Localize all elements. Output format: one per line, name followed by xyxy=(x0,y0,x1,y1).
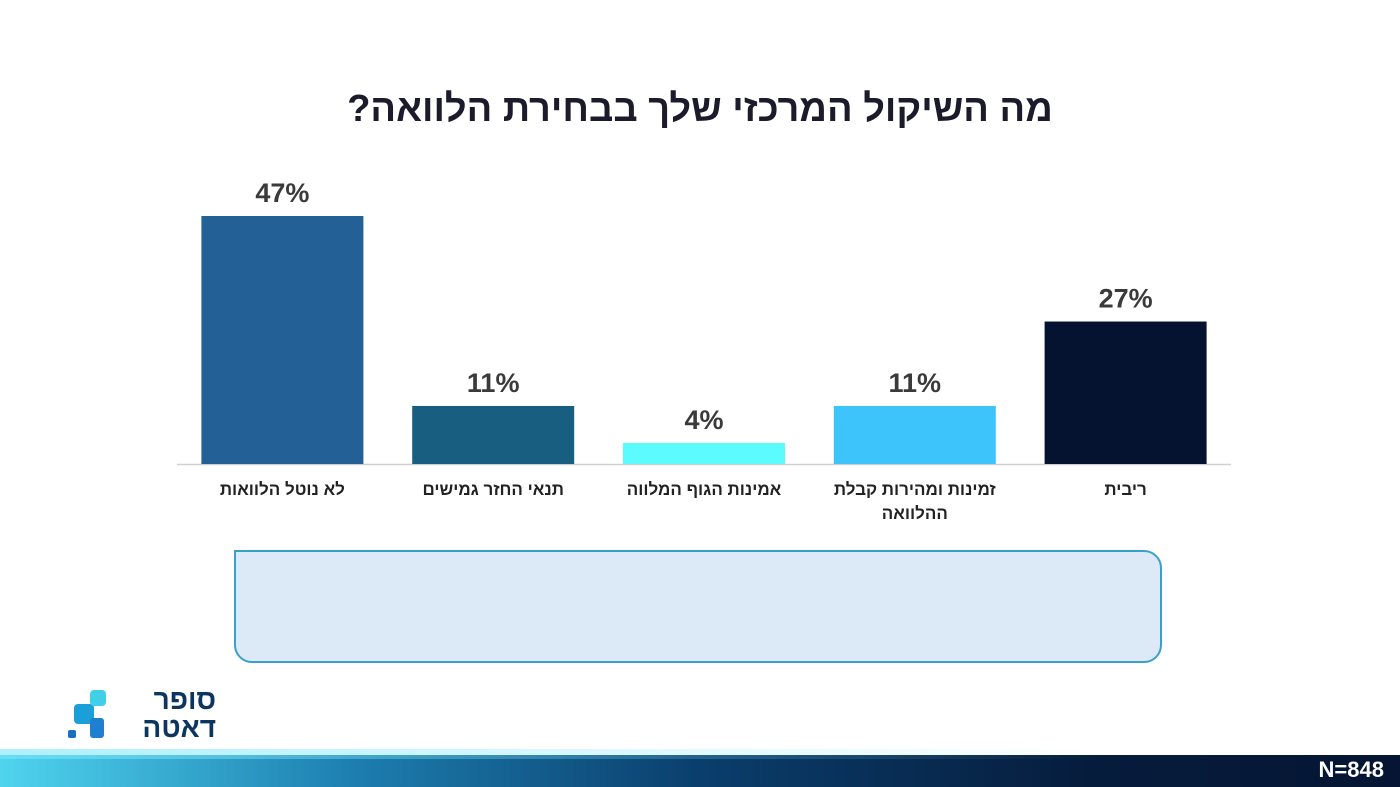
sample-size: N=848 xyxy=(1318,757,1384,782)
bar xyxy=(1044,321,1207,464)
note-box xyxy=(234,550,1162,663)
logo-shape xyxy=(68,730,76,738)
footer-band xyxy=(0,749,1400,787)
logo-shape xyxy=(74,704,94,724)
bar xyxy=(833,405,996,464)
data-label: 27% xyxy=(1099,284,1153,314)
logo-shape xyxy=(90,718,104,738)
logo: סופר דאטה xyxy=(66,684,216,744)
x-tick-label: תנאי החזר גמישים xyxy=(422,480,564,499)
chart-title: מה השיקול המרכזי שלך בבחירת הלוואה? xyxy=(347,88,1053,130)
logo-shape xyxy=(90,690,106,706)
data-label: 4% xyxy=(684,405,723,435)
x-tick-label: ריבית xyxy=(1104,480,1147,499)
bar xyxy=(623,442,785,464)
data-label: 11% xyxy=(889,368,942,398)
x-tick-label: אמינות הגוף המלווה xyxy=(626,480,782,499)
x-tick-label: זמינות ומהירות קבלת ההלוואה xyxy=(833,480,996,523)
logo-text: סופר xyxy=(153,684,216,715)
x-tick-label: לא נוטל הלוואות xyxy=(219,480,345,499)
data-label: 11% xyxy=(467,368,520,398)
bar xyxy=(201,216,364,464)
data-label: 47% xyxy=(255,178,309,208)
bar xyxy=(412,405,575,464)
logo-text: דאטה xyxy=(142,712,216,743)
